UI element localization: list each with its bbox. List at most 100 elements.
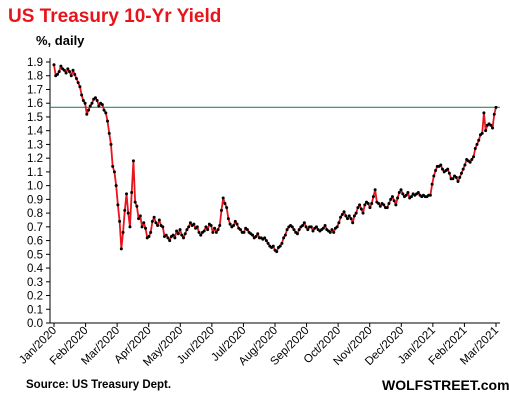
data-point <box>323 223 327 227</box>
data-point <box>80 93 84 97</box>
data-point <box>57 70 61 74</box>
data-point <box>150 219 154 223</box>
data-point <box>90 101 94 105</box>
data-point <box>311 229 315 233</box>
data-point <box>440 167 444 171</box>
data-point <box>491 126 495 130</box>
data-point <box>137 217 141 221</box>
data-point <box>126 211 130 215</box>
data-point <box>399 188 403 192</box>
data-point <box>370 201 374 205</box>
data-point <box>97 104 101 108</box>
x-axis: Jan/2020Feb/2020Mar/2020Apr/2020May/2020… <box>17 322 501 369</box>
data-point <box>280 241 284 245</box>
data-point <box>335 225 339 229</box>
chart-brand: WOLFSTREET.com <box>382 377 509 393</box>
data-point <box>342 210 346 214</box>
data-point <box>181 236 185 240</box>
data-point <box>95 98 99 102</box>
data-point <box>109 142 113 146</box>
data-point <box>69 74 73 78</box>
data-point <box>295 232 299 236</box>
data-point <box>232 223 236 227</box>
data-point <box>484 129 488 133</box>
data-point <box>216 228 220 232</box>
y-axis: 0.0 0.10.2 0.3 0.4 0.50.6 0.7 0.8 0.91.0 1.1 1.2 1… <box>27 57 51 330</box>
data-point <box>128 225 132 229</box>
data-point <box>199 233 203 237</box>
data-point <box>130 191 134 194</box>
data-point <box>304 225 308 229</box>
y-tick-label: 1.9 <box>27 57 43 69</box>
y-tick-label: 1.4 <box>27 126 44 138</box>
data-point <box>406 191 410 194</box>
data-point <box>225 206 229 210</box>
data-point <box>409 195 413 199</box>
data-point <box>62 68 66 72</box>
data-point <box>235 222 239 226</box>
data-point <box>93 96 97 100</box>
data-point <box>100 103 104 107</box>
data-point <box>144 226 148 230</box>
y-tick-label: 1.7 <box>27 84 43 96</box>
data-point <box>356 206 360 210</box>
data-point <box>211 230 215 234</box>
chart-source: Source: US Treasury Dept. <box>26 379 171 391</box>
data-point <box>439 163 443 167</box>
data-point <box>454 175 458 179</box>
data-point <box>397 191 401 194</box>
data-point <box>149 230 153 234</box>
data-point <box>351 221 355 225</box>
data-point <box>71 68 75 72</box>
data-point <box>459 171 463 175</box>
data-point <box>206 228 210 232</box>
data-point <box>378 204 382 208</box>
data-point <box>373 188 377 192</box>
data-point <box>168 239 172 243</box>
data-point <box>475 142 479 146</box>
data-point <box>301 223 305 227</box>
data-point <box>156 223 160 227</box>
data-point <box>458 175 462 179</box>
y-tick-label: 0.8 <box>27 208 43 220</box>
y-tick-label: 0.2 <box>27 291 43 303</box>
y-tick-label: 0.5 <box>27 249 43 261</box>
data-point <box>119 247 123 251</box>
data-point <box>306 228 310 232</box>
data-point <box>187 225 191 229</box>
data-point <box>245 228 249 232</box>
y-tick-label: 1.0 <box>27 181 43 193</box>
data-point <box>83 101 87 105</box>
data-point <box>461 167 465 171</box>
data-point <box>328 230 332 234</box>
data-point <box>480 131 484 135</box>
data-point <box>171 233 175 237</box>
data-point <box>387 201 391 205</box>
data-point <box>302 221 306 225</box>
data-point <box>242 230 246 234</box>
series-line <box>53 64 497 253</box>
data-point <box>166 236 170 240</box>
data-point <box>278 244 282 248</box>
data-point <box>330 228 334 232</box>
chart-title: US Treasury 10-Yr Yield <box>8 6 221 27</box>
data-point <box>140 225 144 229</box>
data-point <box>494 105 498 109</box>
data-point <box>275 250 279 254</box>
data-point <box>64 71 68 75</box>
data-point <box>354 211 358 215</box>
data-point <box>447 171 451 175</box>
data-point <box>332 230 336 234</box>
data-point <box>238 228 242 232</box>
y-tick-label: 0.3 <box>27 277 43 289</box>
data-point <box>223 201 227 205</box>
data-point <box>76 81 80 85</box>
data-point <box>73 72 77 76</box>
data-point <box>178 228 182 232</box>
data-point <box>161 225 165 229</box>
data-point <box>451 177 455 181</box>
data-point <box>123 208 127 212</box>
data-point <box>185 228 189 232</box>
data-point <box>468 160 472 164</box>
